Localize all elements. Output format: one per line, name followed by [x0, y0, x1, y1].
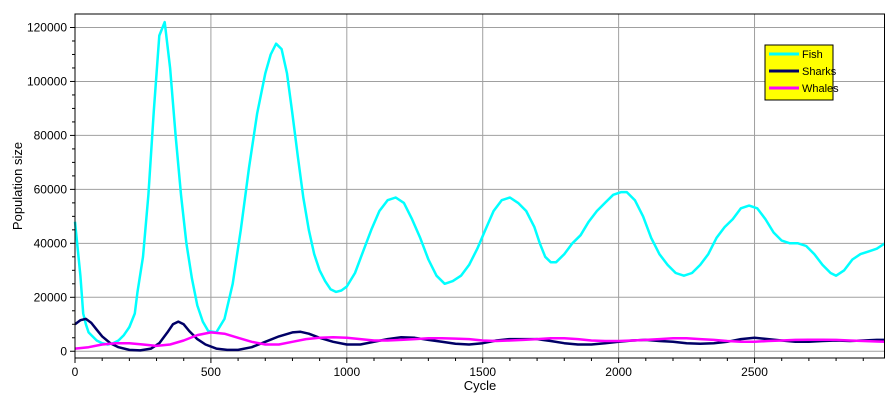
y-tick-label: 120000 — [27, 20, 67, 34]
y-tick-label: 100000 — [27, 74, 67, 88]
x-tick-label: 2500 — [741, 365, 768, 379]
y-tick-label: 40000 — [34, 236, 68, 250]
x-axis-title: Cycle — [464, 378, 497, 393]
axis-ticks: 0 500 1000 1500 2000 2500 0 20000 40000 60000 8000… — [27, 20, 864, 379]
legend: Fish Sharks Whales — [764, 44, 839, 101]
x-tick-label: 1500 — [469, 365, 496, 379]
legend-label-sharks: Sharks — [802, 66, 837, 78]
y-tick-label: 80000 — [34, 128, 68, 142]
y-tick-label: 20000 — [34, 290, 68, 304]
x-tick-label: 0 — [72, 365, 79, 379]
y-tick-label: 0 — [60, 344, 67, 358]
series-group — [73, 20, 885, 352]
x-tick-label: 2000 — [605, 365, 632, 379]
legend-label-fish: Fish — [802, 49, 823, 61]
legend-label-whales: Whales — [802, 83, 839, 95]
grid — [75, 14, 885, 358]
legend-items: Fish Sharks Whales — [769, 49, 839, 95]
y-axis-title: Population size — [10, 142, 25, 230]
x-tick-label: 1000 — [333, 365, 360, 379]
series-line-fish — [73, 20, 885, 346]
y-tick-label: 60000 — [34, 182, 68, 196]
series-line-whales — [74, 331, 885, 350]
x-tick-label: 500 — [201, 365, 221, 379]
